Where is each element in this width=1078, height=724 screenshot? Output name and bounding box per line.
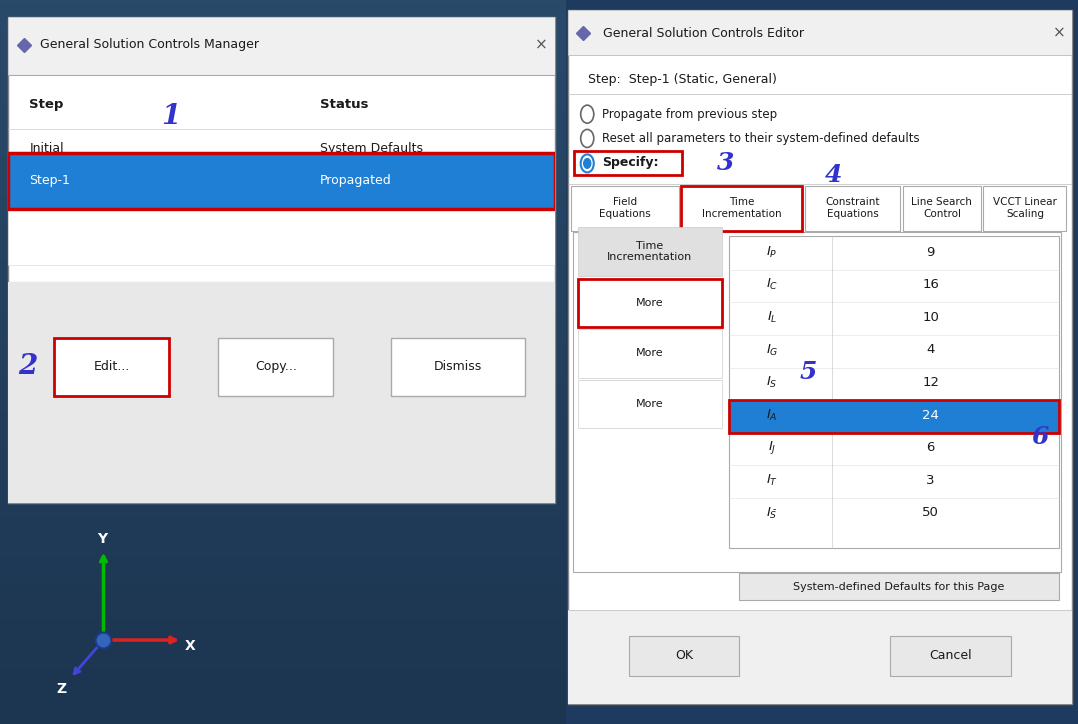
- Text: $I_S$: $I_S$: [766, 375, 777, 390]
- FancyBboxPatch shape: [391, 338, 525, 396]
- Text: Propagate from previous step: Propagate from previous step: [603, 108, 777, 121]
- FancyBboxPatch shape: [903, 185, 981, 231]
- FancyBboxPatch shape: [8, 282, 555, 503]
- Text: Y: Y: [97, 531, 108, 546]
- FancyBboxPatch shape: [804, 185, 900, 231]
- FancyBboxPatch shape: [8, 153, 555, 209]
- Text: System-defined Defaults for this Page: System-defined Defaults for this Page: [793, 581, 1005, 592]
- Text: ×: ×: [1052, 25, 1065, 41]
- FancyBboxPatch shape: [573, 232, 1062, 572]
- Text: 9: 9: [926, 245, 935, 258]
- FancyBboxPatch shape: [8, 17, 555, 75]
- Text: 10: 10: [922, 311, 939, 324]
- FancyBboxPatch shape: [8, 17, 555, 503]
- Text: Line Search
Control: Line Search Control: [912, 198, 972, 219]
- Text: 4: 4: [825, 162, 842, 187]
- FancyBboxPatch shape: [8, 211, 555, 265]
- Text: ×: ×: [535, 38, 548, 52]
- Text: OK: OK: [675, 649, 693, 662]
- Text: More: More: [636, 399, 664, 409]
- FancyBboxPatch shape: [740, 573, 1059, 599]
- Text: General Solution Controls Manager: General Solution Controls Manager: [40, 38, 260, 51]
- FancyBboxPatch shape: [578, 227, 721, 276]
- Text: VCCT Linear
Scaling: VCCT Linear Scaling: [993, 198, 1056, 219]
- Text: 4: 4: [926, 343, 935, 356]
- Text: Initial: Initial: [29, 141, 64, 154]
- Text: 5: 5: [800, 361, 817, 384]
- Text: More: More: [636, 298, 664, 308]
- Text: Time
Incrementation: Time Incrementation: [607, 240, 692, 262]
- Text: 16: 16: [922, 278, 939, 291]
- Text: 6: 6: [1032, 425, 1049, 449]
- Text: $I_T$: $I_T$: [765, 473, 778, 488]
- Text: Propagated: Propagated: [320, 174, 391, 187]
- Text: $I_J$: $I_J$: [768, 439, 776, 456]
- FancyBboxPatch shape: [568, 610, 1072, 704]
- Text: $I_L$: $I_L$: [766, 310, 777, 325]
- Text: Time
Incrementation: Time Incrementation: [702, 198, 782, 219]
- FancyBboxPatch shape: [578, 279, 721, 327]
- Circle shape: [583, 159, 591, 168]
- Text: Cancel: Cancel: [929, 649, 972, 662]
- Text: System Defaults: System Defaults: [320, 141, 423, 154]
- Text: 3: 3: [926, 474, 935, 487]
- Text: Status: Status: [320, 98, 369, 111]
- Text: 12: 12: [922, 376, 939, 389]
- FancyBboxPatch shape: [729, 235, 1059, 547]
- Text: Field
Equations: Field Equations: [599, 198, 651, 219]
- FancyBboxPatch shape: [219, 338, 333, 396]
- Text: 3: 3: [717, 151, 734, 175]
- Text: Step-1: Step-1: [29, 174, 70, 187]
- FancyBboxPatch shape: [570, 185, 679, 231]
- Text: $I_A$: $I_A$: [766, 408, 778, 423]
- Text: X: X: [185, 639, 196, 654]
- FancyBboxPatch shape: [890, 636, 1011, 676]
- Text: Dismiss: Dismiss: [433, 361, 482, 374]
- Text: $I_P$: $I_P$: [766, 245, 777, 260]
- FancyBboxPatch shape: [628, 636, 740, 676]
- Text: $I_{\bar{S}}$: $I_{\bar{S}}$: [766, 505, 777, 521]
- FancyBboxPatch shape: [578, 380, 721, 429]
- Text: Constraint
Equations: Constraint Equations: [826, 198, 880, 219]
- Text: 2: 2: [18, 353, 38, 380]
- Text: Step: Step: [29, 98, 64, 111]
- Text: Step:  Step-1 (Static, General): Step: Step-1 (Static, General): [589, 73, 777, 86]
- Text: 24: 24: [922, 408, 939, 421]
- Text: 1: 1: [161, 103, 180, 130]
- Text: Specify:: Specify:: [603, 156, 659, 169]
- Text: $I_G$: $I_G$: [765, 342, 778, 358]
- FancyBboxPatch shape: [54, 338, 169, 396]
- FancyBboxPatch shape: [568, 10, 1072, 55]
- Text: 6: 6: [926, 442, 935, 454]
- Text: $I_C$: $I_C$: [765, 277, 778, 292]
- Text: More: More: [636, 348, 664, 358]
- Text: General Solution Controls Editor: General Solution Controls Editor: [604, 27, 804, 40]
- Text: Edit...: Edit...: [94, 361, 129, 374]
- FancyBboxPatch shape: [681, 185, 802, 231]
- Text: Reset all parameters to their system-defined defaults: Reset all parameters to their system-def…: [603, 132, 920, 145]
- Text: Z: Z: [56, 682, 66, 696]
- FancyBboxPatch shape: [578, 329, 721, 378]
- FancyBboxPatch shape: [983, 185, 1066, 231]
- Text: Copy...: Copy...: [254, 361, 296, 374]
- FancyBboxPatch shape: [729, 400, 1059, 432]
- FancyBboxPatch shape: [568, 10, 1072, 704]
- Text: 50: 50: [922, 507, 939, 520]
